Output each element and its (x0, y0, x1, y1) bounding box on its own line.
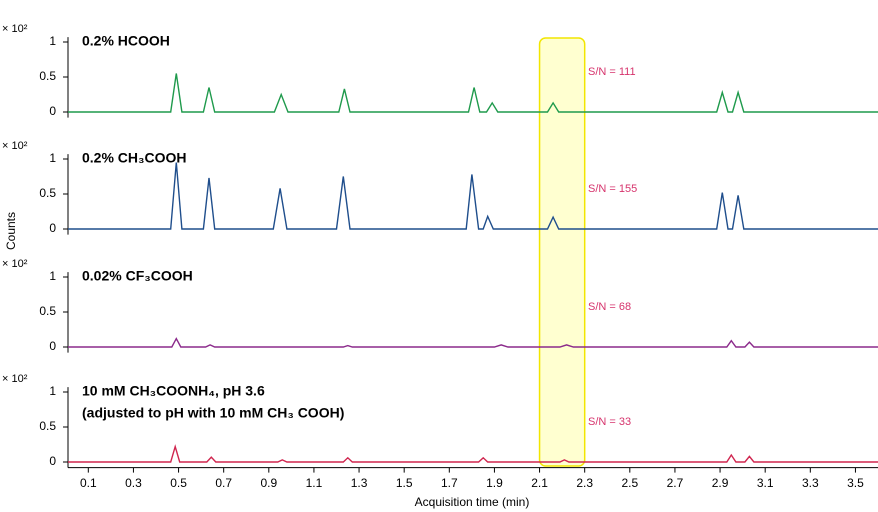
x-tick-label: 2.5 (621, 476, 638, 490)
x-tick-label: 0.3 (125, 476, 142, 490)
x-tick-label: 1.5 (396, 476, 413, 490)
x-tick-label: 2.7 (667, 476, 684, 490)
x-tick-label: 2.1 (531, 476, 548, 490)
annotation: S/N = 68 (588, 301, 631, 313)
x-tick-label: 1.3 (351, 476, 368, 490)
y-tick-label: 0.5 (39, 186, 56, 200)
y-tick-label: 1 (49, 151, 56, 165)
panel-title: 0.2% CH₃COOH (82, 150, 187, 166)
y-tick-label: 0 (49, 454, 56, 468)
x-tick-label: 0.1 (80, 476, 97, 490)
annotation: S/N = 111 (588, 66, 636, 78)
y-tick-label: 0 (49, 339, 56, 353)
y-multiplier: × 10² (2, 140, 28, 152)
y-tick-label: 1 (49, 34, 56, 48)
x-tick-label: 2.9 (712, 476, 729, 490)
annotation: S/N = 33 (588, 416, 631, 428)
y-tick-label: 1 (49, 384, 56, 398)
panel-title: 0.2% HCOOH (82, 33, 170, 49)
trace (68, 337, 878, 348)
x-tick-label: 1.1 (306, 476, 323, 490)
y-tick-label: 0.5 (39, 304, 56, 318)
trace (68, 162, 878, 230)
annotation: S/N = 155 (588, 183, 637, 195)
y-tick-label: 1 (49, 269, 56, 283)
y-tick-label: 0.5 (39, 419, 56, 433)
highlight-band (538, 37, 586, 467)
y-multiplier: × 10² (2, 258, 28, 270)
y-tick-label: 0 (49, 221, 56, 235)
x-tick-label: 1.7 (441, 476, 458, 490)
x-tick-label: 0.9 (260, 476, 277, 490)
x-tick-label: 1.9 (486, 476, 503, 490)
x-axis-label: Acquisition time (min) (415, 495, 530, 509)
x-tick-label: 0.5 (170, 476, 187, 490)
y-multiplier: × 10² (2, 23, 28, 35)
panel-title: 10 mM CH₃COONH₄, pH 3.6 (82, 383, 265, 399)
x-tick-label: 2.3 (576, 476, 593, 490)
trace (68, 444, 878, 463)
x-tick-label: 0.7 (215, 476, 232, 490)
x-tick-label: 3.5 (847, 476, 864, 490)
x-tick-label: 3.3 (802, 476, 819, 490)
y-axis-label: Counts (4, 212, 18, 250)
panel-title: 0.02% CF₃COOH (82, 268, 193, 284)
trace (68, 73, 878, 113)
x-tick-label: 3.1 (757, 476, 774, 490)
panel-subtitle: (adjusted to pH with 10 mM CH₃ COOH) (82, 405, 344, 421)
y-multiplier: × 10² (2, 373, 28, 385)
y-tick-label: 0 (49, 104, 56, 118)
y-tick-label: 0.5 (39, 69, 56, 83)
